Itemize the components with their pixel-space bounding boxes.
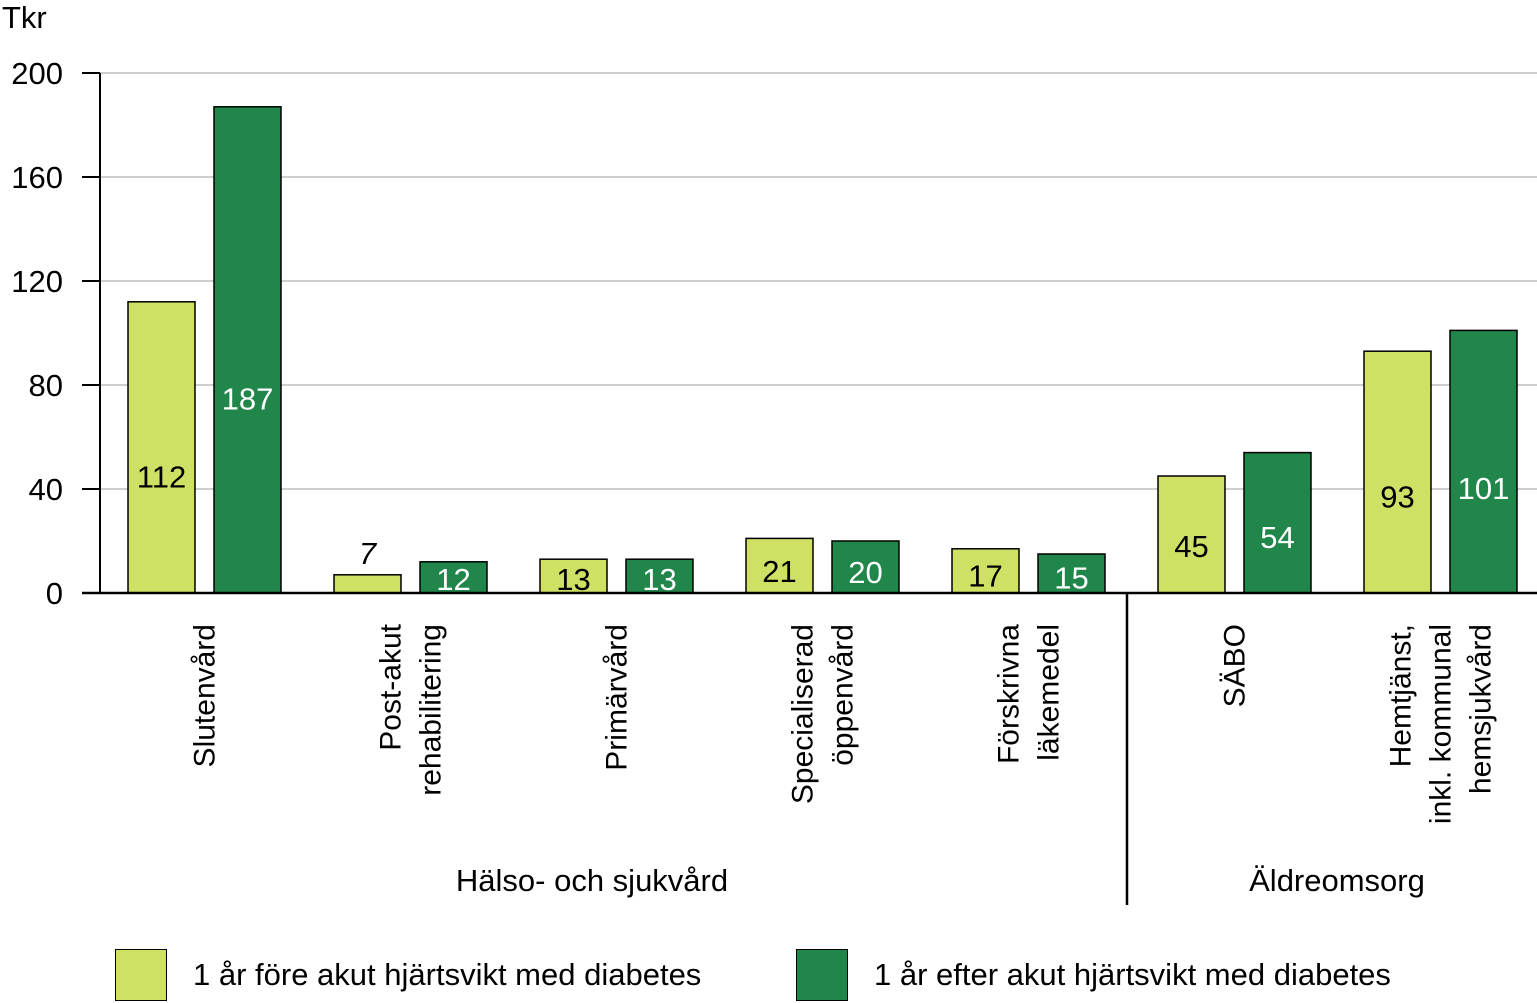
y-tick-label: 0	[46, 576, 63, 611]
legend-item-before: 1 år före akut hjärtsvikt med diabetes	[115, 947, 701, 1003]
bar	[1157, 475, 1226, 594]
legend-swatch-after	[796, 949, 848, 1001]
category-label: SÄBO	[1219, 624, 1252, 707]
group-label: Hälso- och sjukvård	[456, 863, 728, 898]
data-label: 54	[1260, 520, 1294, 555]
y-tick-label: 160	[11, 160, 63, 195]
data-label: 13	[642, 562, 676, 597]
bar	[1037, 553, 1106, 594]
y-tick-label: 120	[11, 264, 63, 299]
bar	[1243, 451, 1312, 594]
data-label: 15	[1054, 560, 1088, 595]
bar	[831, 540, 900, 594]
bar	[539, 558, 608, 594]
data-label: 93	[1380, 479, 1414, 514]
category-label: inkl. kommunal	[1425, 624, 1458, 824]
category-label: Hemtjänst,	[1385, 624, 1418, 767]
data-label: 20	[848, 555, 882, 590]
bar	[333, 574, 402, 594]
category-label: hemsjukvård	[1465, 624, 1498, 794]
y-tick-label: 200	[11, 56, 63, 91]
y-tick-label: 80	[29, 368, 63, 403]
data-label: 112	[137, 460, 186, 495]
bar	[1363, 350, 1432, 594]
group-label: Äldreomsorg	[1249, 863, 1425, 898]
legend-label-after: 1 år efter akut hjärtsvikt med diabetes	[874, 957, 1391, 992]
data-label: 12	[436, 562, 470, 597]
bar	[1449, 329, 1518, 594]
legend-swatch-before	[115, 949, 167, 1001]
category-label: Förskrivna	[993, 624, 1026, 764]
bar	[213, 106, 282, 594]
data-label: 21	[762, 554, 796, 589]
data-label: 101	[1458, 471, 1510, 506]
data-label: 7	[359, 536, 378, 571]
category-label: öppenvård	[827, 624, 860, 766]
data-label: 13	[556, 562, 590, 597]
category-label: Primärvård	[601, 624, 634, 771]
legend-label-before: 1 år före akut hjärtsvikt med diabetes	[193, 957, 702, 992]
data-label: 45	[1174, 529, 1208, 564]
bar	[127, 301, 196, 594]
category-label: läkemedel	[1033, 624, 1066, 761]
category-label: Slutenvård	[189, 624, 222, 767]
category-label: rehabilitering	[415, 624, 448, 796]
y-unit-label: Tkr	[2, 0, 47, 35]
bar	[419, 561, 488, 594]
data-label: 17	[968, 558, 1002, 593]
data-label: 187	[222, 382, 274, 417]
y-tick-label: 40	[29, 472, 63, 507]
category-label: Post-akut	[375, 623, 408, 750]
category-label: Specialiserad	[787, 624, 820, 804]
bar	[745, 537, 814, 594]
bar	[625, 558, 694, 594]
legend-item-after: 1 år efter akut hjärtsvikt med diabetes	[796, 947, 1391, 1003]
